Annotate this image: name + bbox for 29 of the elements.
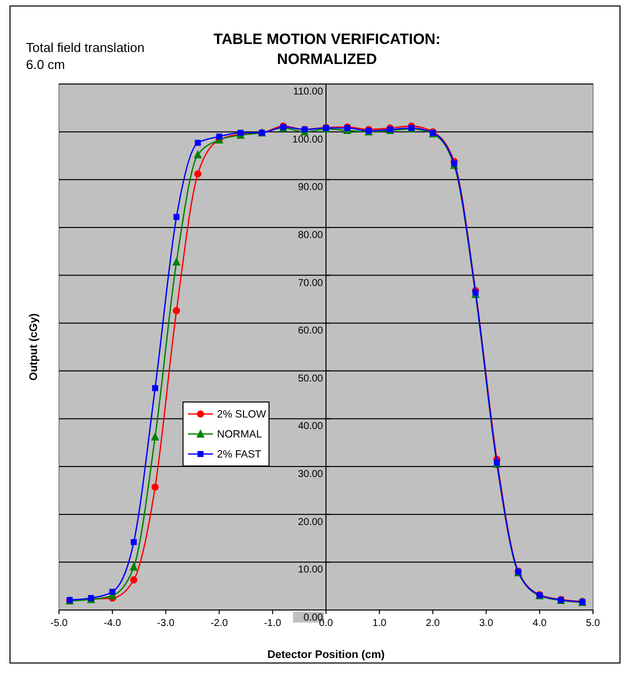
y-tick-label: 60.00 (298, 326, 324, 337)
x-tick-label: 2.0 (426, 618, 440, 629)
x-tick-label: -3.0 (157, 618, 175, 629)
y-tick-label: 20.00 (298, 516, 324, 528)
x-tick-label: 0.0 (319, 618, 334, 629)
y-axis-title: Output (cGy) (28, 313, 40, 381)
x-tick-label: 5.0 (586, 618, 600, 629)
y-tick-label: 40.00 (298, 421, 324, 432)
y-tick-label: 10.00 (298, 564, 324, 576)
y-tick-label: 110.00 (293, 86, 324, 98)
y-tick-label: 100.00 (292, 134, 324, 146)
x-tick-label: -5.0 (50, 618, 68, 629)
y-tick-label: 90.00 (298, 182, 324, 194)
x-tick-label: -4.0 (104, 618, 122, 629)
x-tick-label: 3.0 (479, 618, 494, 629)
x-tick-label: 1.0 (372, 618, 387, 629)
chart-title: TABLE MOTION VERIFICATION: NORMALIZED (214, 31, 440, 68)
legend-label: NORMAL (217, 428, 262, 441)
x-axis-title: Detector Position (cm) (267, 649, 386, 661)
y-tick-label: 50.00 (298, 373, 324, 384)
legend-label: 2% SLOW (217, 408, 266, 421)
x-tick-label: -1.0 (264, 618, 282, 629)
legend-label: 2% FAST (217, 448, 262, 461)
text: Total field translation 6.0 cm (26, 40, 145, 72)
y-tick-label: 80.00 (298, 230, 324, 241)
x-tick-label: -2.0 (210, 618, 228, 629)
y-tick-label: 70.00 (298, 278, 324, 289)
x-tick-label: 4.0 (532, 618, 547, 629)
y-tick-label: 30.00 (298, 469, 324, 480)
